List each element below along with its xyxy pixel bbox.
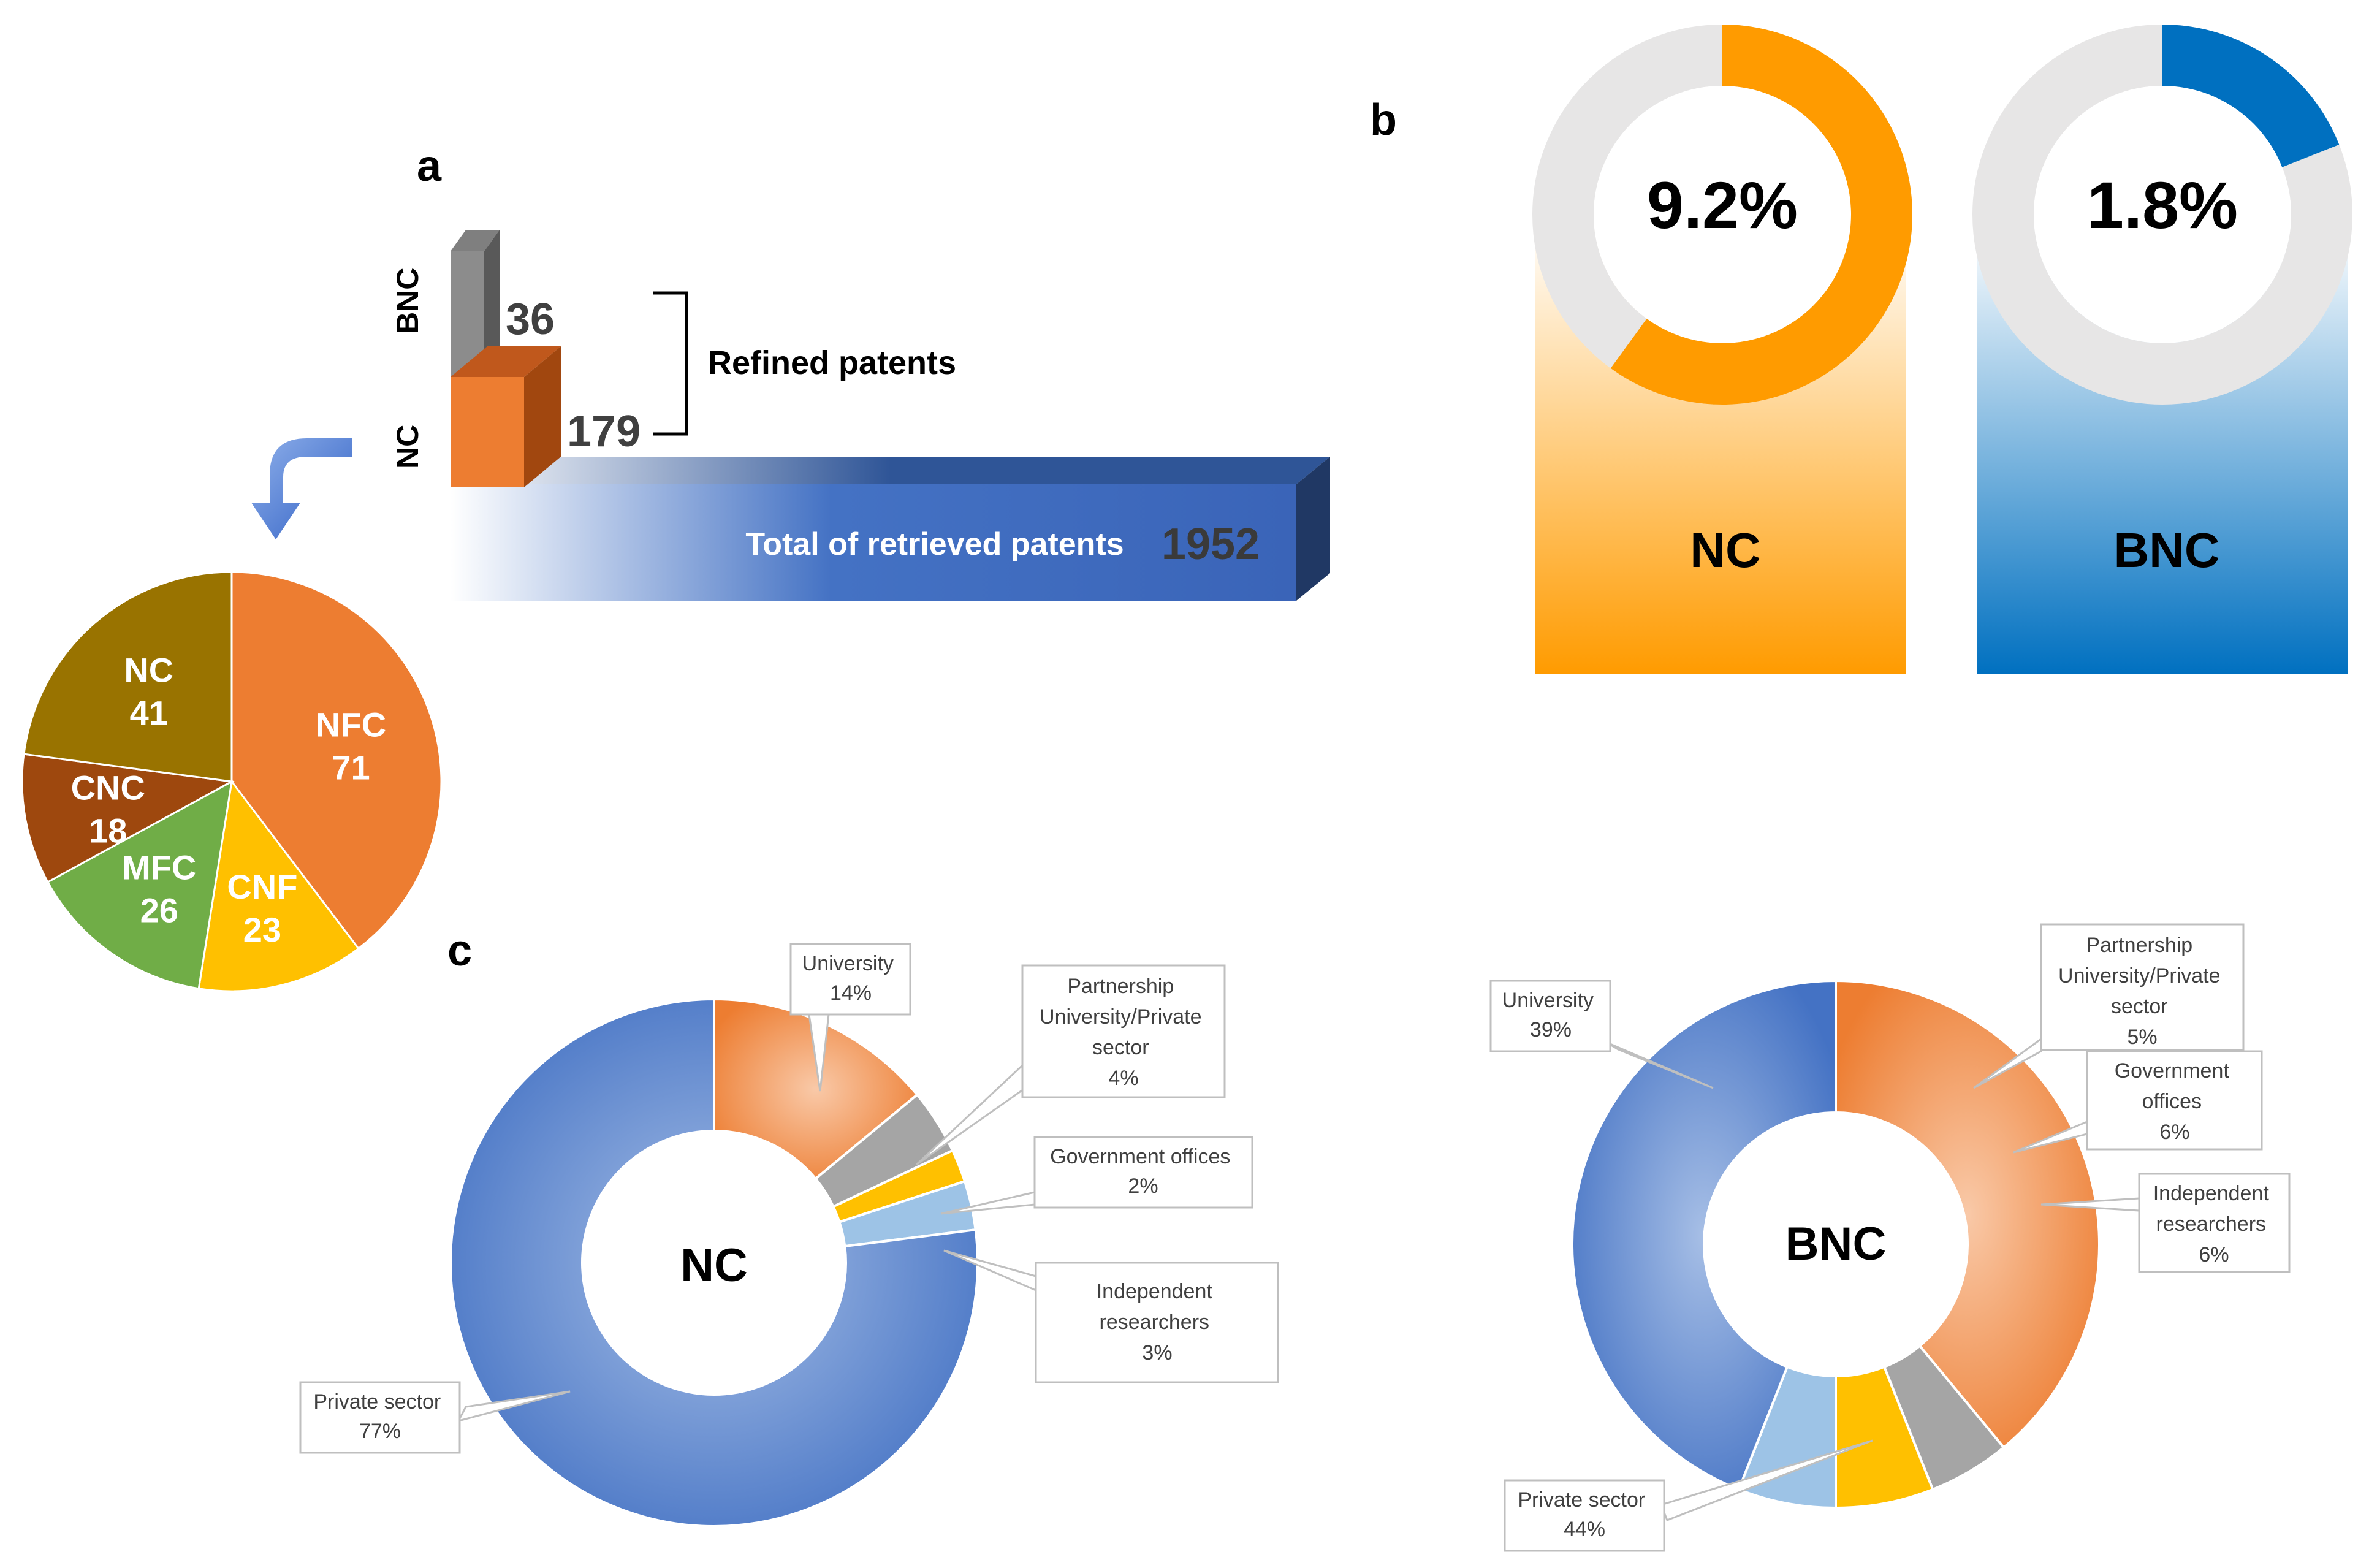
- nc-callout-university: [789, 943, 911, 1016]
- bnc-callout-independent: [2138, 1173, 2291, 1273]
- nc-gauge-label: NC: [1690, 523, 1761, 577]
- bnc-gauge-value: 1.8%: [2087, 168, 2238, 242]
- bnc-donut-center-label: BNC: [1785, 1218, 1887, 1270]
- donutNC-slice-private-sector: [449, 997, 979, 1528]
- pie-label-nc: NC: [124, 651, 173, 690]
- panel-a-pie: NFC 71 CNF 23 MFC 26 CNC 18 NC 41: [21, 571, 443, 992]
- pie-slice-mfc: [46, 780, 233, 990]
- nc-gauge-value: 9.2%: [1647, 168, 1798, 242]
- nc-callout-partnership-text: Partnership University/Private sector 4%: [1040, 975, 1207, 1090]
- bnc-callout-private-text: Private sector 44%: [1518, 1488, 1651, 1541]
- panel-label-b: b: [1370, 96, 1397, 145]
- nc-callout-government: [1033, 1136, 1253, 1209]
- nc-bar-side: [524, 346, 561, 487]
- nc-callout-private: [299, 1381, 461, 1454]
- nc-gauge-center: [1594, 86, 1851, 343]
- pie-label-cnf: CNF: [227, 867, 297, 906]
- refined-patents-label: Refined patents: [708, 344, 956, 381]
- bnc-callout-independent-text: Independent researchers 6%: [2153, 1182, 2275, 1266]
- bnc-bar-side: [484, 230, 500, 377]
- panel-a-bars: Total of retrieved patents 1952 36 179 B…: [251, 230, 1330, 601]
- nc-gauge: [1532, 24, 1913, 405]
- bnc-gauge-fill: [2162, 25, 2340, 167]
- total-bar-side: [1296, 457, 1330, 601]
- bnc-callout-government-text: Government offices 6%: [2115, 1059, 2235, 1144]
- bnc-axis-label: BNC: [390, 268, 425, 334]
- bnc-bar-top: [451, 230, 500, 251]
- total-bar: [451, 484, 1296, 601]
- pie-slice-nfc: [230, 571, 443, 950]
- nc-callouts: Private sector 77% University 14% Partne…: [299, 943, 1279, 1454]
- bnc-callout-partnership-text: Partnership University/Private sector 5%: [2058, 934, 2226, 1049]
- pie-slice-nc: [23, 571, 233, 783]
- pie-label-mfc: MFC: [122, 848, 196, 887]
- pie-value-cnf: 23: [243, 910, 281, 949]
- total-bar-top: [451, 457, 1330, 484]
- nc-callout-independent-text: Independent researchers 3%: [1097, 1280, 1219, 1364]
- pie-value-mfc: 26: [140, 891, 178, 930]
- bnc-gauge-center: [2034, 86, 2291, 343]
- pie-value-nfc: 71: [332, 748, 370, 787]
- bnc-callout-private: [1504, 1479, 1665, 1552]
- nc-bar: [451, 377, 524, 487]
- nc-sector-donut: [449, 997, 979, 1528]
- bnc-callouts: Private sector 44% University 39% Partne…: [1489, 923, 2291, 1552]
- panel-label-a: a: [417, 142, 442, 191]
- panel-label-c: c: [447, 926, 472, 975]
- nc-donut-center-label: NC: [680, 1239, 748, 1292]
- panel-b: 9.2% 1.8% NC BNC: [1532, 24, 2352, 674]
- nc-gauge-fill: [1610, 24, 1913, 405]
- total-bar-label: Total of retrieved patents: [745, 527, 1124, 562]
- bnc-gauge-label: BNC: [2113, 523, 2219, 577]
- nc-callout-independent: [1035, 1262, 1279, 1383]
- bnc-callout-university: [1489, 980, 1611, 1052]
- pie-slice-cnf: [197, 779, 360, 992]
- nc-bar-value: 179: [567, 407, 641, 456]
- donutBNC-slice-private-sector: [1571, 979, 1837, 1491]
- pie-value-nc: 41: [130, 694, 168, 733]
- bnc-gauge: [1972, 25, 2352, 405]
- bnc-sector-donut: [1571, 979, 2101, 1510]
- nc-axis-label: NC: [390, 425, 425, 469]
- nc-callout-university-text: University 14%: [802, 952, 900, 1005]
- pie-label-cnc: CNC: [71, 769, 145, 807]
- nc-callout-private-text: Private sector 77%: [313, 1390, 446, 1443]
- donutBNC-slice-university: [1835, 979, 2101, 1450]
- bnc-bar-value: 36: [506, 295, 555, 344]
- total-bar-value: 1952: [1162, 520, 1260, 569]
- nc-callout-government-text: Government offices 2%: [1050, 1145, 1236, 1198]
- pie-slice-cnc: [21, 753, 235, 884]
- pie-label-nfc: NFC: [316, 706, 386, 744]
- donutNC-slice-university: [713, 997, 919, 1181]
- bnc-callout-university-text: University 39%: [1502, 989, 1600, 1041]
- bnc-callout-partnership: [2040, 923, 2245, 1051]
- bnc-callout-government: [2086, 1050, 2263, 1151]
- nc-callout-partnership: [1021, 964, 1226, 1098]
- pie-value-cnc: 18: [89, 812, 127, 850]
- down-arrow-icon: [251, 438, 352, 539]
- refined-bracket: [653, 291, 688, 436]
